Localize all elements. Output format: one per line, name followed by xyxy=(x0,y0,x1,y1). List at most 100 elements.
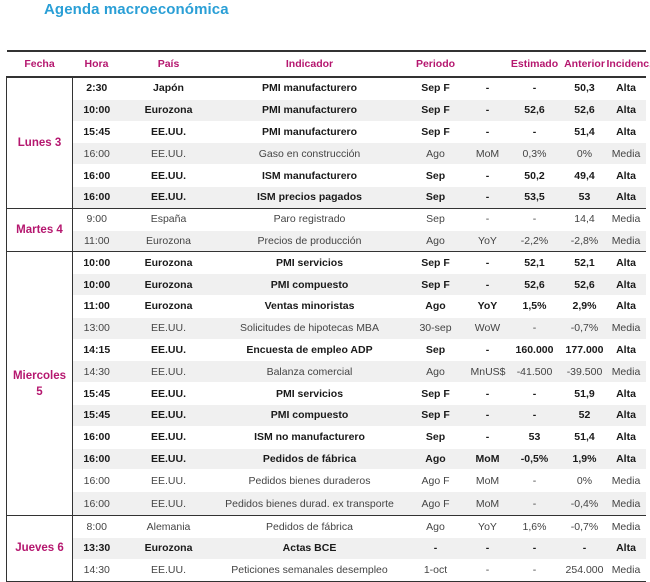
tipo-cell: WoW xyxy=(468,317,507,340)
indicador-cell: Pedidos de fábrica xyxy=(216,448,403,471)
table-row: 15:45 EE.UU. PMI manufacturero Sep F - -51,4 A… xyxy=(7,121,646,144)
table-row: Martes 4 9:00 España Paro registrado Sep - -14… xyxy=(6,207,646,253)
incidencia-cell: Alta xyxy=(606,77,646,100)
pais-cell: Alemania xyxy=(120,515,217,538)
header-estimado: Estimado xyxy=(506,50,563,78)
pais-cell: Eurozona xyxy=(120,273,217,296)
estimado-cell: -2,2% xyxy=(506,230,563,253)
agenda-body: Lunes 3 2:30 Japón PMI manufacturero Sep F--… xyxy=(6,76,646,582)
incidencia-cell: Media xyxy=(606,360,646,384)
header-periodo: Periodo xyxy=(402,50,469,78)
table-row: 16:00 EE.UU. Pedidos de fábrica Ago MoM -0,5%… xyxy=(7,448,646,471)
table-row: Miercoles 5 10:00 Eurozona PMI servicios Sep… xyxy=(6,251,646,517)
tipo-cell: - xyxy=(468,273,507,296)
tipo-cell: YoY xyxy=(468,515,507,538)
date-cell: Miercoles 5 xyxy=(6,251,73,517)
periodo-cell: Sep xyxy=(402,426,469,449)
pais-cell: EE.UU. xyxy=(120,339,217,362)
tipo-cell: - xyxy=(468,208,507,231)
incidencia-cell: Alta xyxy=(606,404,646,427)
date-cell: Martes 4 xyxy=(6,207,73,253)
periodo-cell: 30-sep xyxy=(402,317,469,340)
anterior-cell: 53 xyxy=(562,186,607,209)
anterior-cell: 0% xyxy=(562,142,607,166)
anterior-cell: 2,9% xyxy=(562,295,607,318)
table-row: 16:00 EE.UU. ISM manufacturero Sep -50,2 49,4… xyxy=(7,164,646,187)
pais-cell: EE.UU. xyxy=(120,404,217,427)
incidencia-cell: Media xyxy=(606,469,646,493)
estimado-cell: - xyxy=(506,537,563,560)
table-row: 10:00 Eurozona PMI manufacturero Sep F -52,6… xyxy=(7,99,646,122)
hora-cell: 15:45 xyxy=(72,382,121,405)
anterior-cell: -0,7% xyxy=(562,515,607,538)
tipo-cell: - xyxy=(468,382,507,405)
anterior-cell: -39.500 xyxy=(562,360,607,384)
pais-cell: EE.UU. xyxy=(120,491,217,517)
anterior-cell: -0,4% xyxy=(562,491,607,517)
pais-cell: Eurozona xyxy=(120,537,217,560)
pais-cell: EE.UU. xyxy=(120,382,217,405)
tipo-cell: - xyxy=(468,186,507,209)
indicador-cell: Peticiones semanales desempleo xyxy=(216,559,403,582)
incidencia-cell: Media xyxy=(606,559,646,582)
table-row: 16:00 EE.UU. Pedidos bienes durad. ex tran… xyxy=(7,491,646,517)
indicador-cell: PMI manufacturero xyxy=(216,121,403,144)
estimado-cell: - xyxy=(506,404,563,427)
hora-cell: 15:45 xyxy=(72,404,121,427)
indicador-cell: ISM manufacturero xyxy=(216,164,403,187)
table-row: 14:30 EE.UU. Peticiones semanales desemple… xyxy=(7,559,646,582)
anterior-cell: 1,9% xyxy=(562,448,607,471)
indicador-cell: Pedidos bienes duraderos xyxy=(216,469,403,493)
periodo-cell: Ago xyxy=(402,448,469,471)
table-row: 14:30 EE.UU. Balanza comercial Ago MnUS$ -41.… xyxy=(7,360,646,384)
periodo-cell: Sep xyxy=(402,208,469,231)
pais-cell: Eurozona xyxy=(120,295,217,318)
incidencia-cell: Alta xyxy=(606,186,646,209)
table-row: Lunes 3 2:30 Japón PMI manufacturero Sep F--… xyxy=(6,76,646,209)
hora-cell: 11:00 xyxy=(72,295,121,318)
table-row: 16:00 EE.UU. ISM precios pagados Sep -53,5 53… xyxy=(7,186,646,209)
indicador-cell: PMI servicios xyxy=(216,251,403,275)
incidencia-cell: Media xyxy=(606,491,646,517)
incidencia-cell: Media xyxy=(606,208,646,231)
table-row: 15:45 EE.UU. PMI compuesto Sep F - -52 Alta xyxy=(7,404,646,427)
tipo-cell: - xyxy=(468,404,507,427)
periodo-cell: Ago xyxy=(402,142,469,166)
periodo-cell: Sep F xyxy=(402,382,469,405)
estimado-cell: 160.000 xyxy=(506,339,563,362)
hora-cell: 8:00 xyxy=(72,515,121,538)
estimado-cell: - xyxy=(506,317,563,340)
agenda-table: Fecha Hora País Indicador Periodo Estima… xyxy=(6,50,650,582)
tipo-cell: - xyxy=(468,559,507,582)
hora-cell: 10:00 xyxy=(72,251,121,275)
estimado-cell: - xyxy=(506,469,563,493)
periodo-cell: - xyxy=(402,537,469,560)
pais-cell: España xyxy=(120,208,217,231)
table-row: 11:00 Eurozona Precios de producción Ago YoY… xyxy=(7,230,646,253)
hora-cell: 10:00 xyxy=(72,273,121,296)
pais-cell: EE.UU. xyxy=(120,186,217,209)
periodo-cell: Sep F xyxy=(402,77,469,100)
incidencia-cell: Alta xyxy=(606,382,646,405)
estimado-cell: 50,2 xyxy=(506,164,563,187)
hora-cell: 16:00 xyxy=(72,186,121,209)
tipo-cell: - xyxy=(468,339,507,362)
indicador-cell: ISM precios pagados xyxy=(216,186,403,209)
hora-cell: 13:00 xyxy=(72,317,121,340)
incidencia-cell: Alta xyxy=(606,251,646,275)
estimado-cell: 1,6% xyxy=(506,515,563,538)
incidencia-cell: Alta xyxy=(606,426,646,449)
anterior-cell: -2,8% xyxy=(562,230,607,253)
anterior-cell: 51,4 xyxy=(562,121,607,144)
estimado-cell: -0,5% xyxy=(506,448,563,471)
anterior-cell: 254.000 xyxy=(562,559,607,582)
table-row: 10:00 Eurozona PMI compuesto Sep F -52,6 52,6… xyxy=(7,273,646,296)
periodo-cell: Ago F xyxy=(402,469,469,493)
anterior-cell: 177.000 xyxy=(562,339,607,362)
anterior-cell: 52,6 xyxy=(562,99,607,122)
indicador-cell: PMI servicios xyxy=(216,382,403,405)
tipo-cell: YoY xyxy=(468,230,507,253)
hora-cell: 11:00 xyxy=(72,230,121,253)
page-title: Agenda macroeconómica xyxy=(44,1,229,18)
hora-cell: 10:00 xyxy=(72,99,121,122)
